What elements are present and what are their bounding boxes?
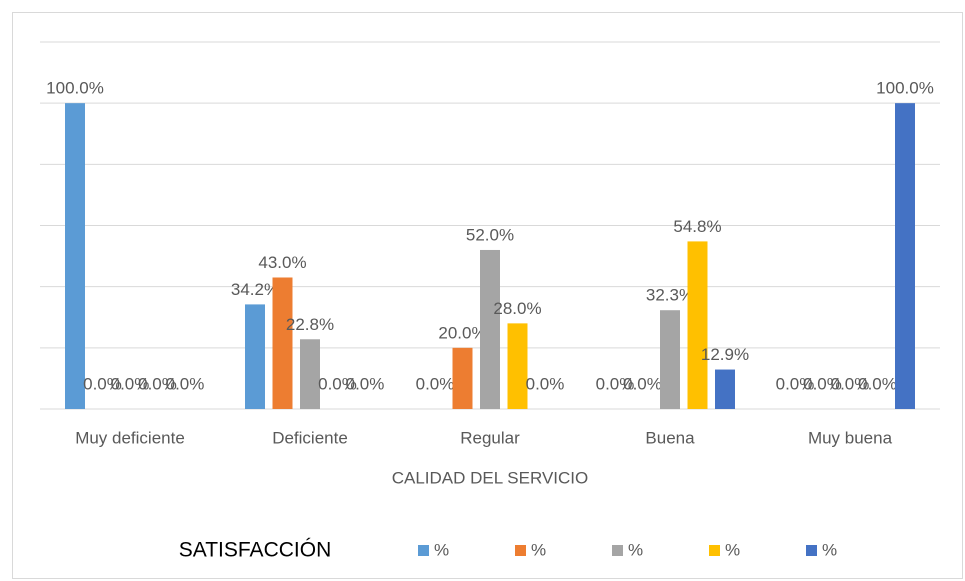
value-label: 0.0% [776,374,815,393]
bar [480,249,500,409]
legend-label: % [822,540,837,559]
value-label: 100.0% [876,79,934,98]
x-tick-label: Deficiente [272,428,348,447]
bar [300,339,320,409]
x-axis-title: CALIDAD DEL SERVICIO [392,468,589,487]
bar [687,241,708,409]
value-label: 0.0% [831,374,870,393]
value-label: 0.0% [318,374,357,393]
legend-label: % [531,540,546,559]
value-label: 0.0% [138,374,177,393]
bar [452,347,473,409]
x-tick-label: Regular [460,428,520,447]
legend-swatch [515,545,526,556]
value-label: 100.0% [46,79,104,98]
value-label: 32.3% [646,286,694,305]
legend-label: % [628,540,643,559]
bar [507,323,528,409]
x-tick-label: Muy buena [808,428,893,447]
legend-label: % [725,540,740,559]
bar [65,103,85,410]
value-label: 0.0% [166,374,205,393]
legend-swatch [612,545,623,556]
value-label: 54.8% [673,217,721,236]
legend-swatch [418,545,429,556]
value-label: 52.0% [466,225,514,244]
value-label: 0.0% [526,374,565,393]
bar [660,310,680,409]
legend-swatch [806,545,817,556]
value-label: 0.0% [346,374,385,393]
legend-swatch [709,545,720,556]
value-label: 43.0% [258,253,306,272]
value-label: 0.0% [858,374,897,393]
value-label: 34.2% [231,280,279,299]
bar [245,304,265,409]
legend-label: % [434,540,449,559]
value-label: 28.0% [493,299,541,318]
bar [715,369,735,409]
value-label: 0.0% [623,374,662,393]
legend-title: SATISFACCIÓN [179,539,331,562]
x-tick-label: Muy deficiente [75,428,185,447]
value-label: 20.0% [438,323,486,342]
value-label: 12.9% [701,345,749,364]
value-label: 0.0% [803,374,842,393]
bar [272,277,293,409]
value-label: 0.0% [596,374,635,393]
value-label: 0.0% [83,374,122,393]
x-tick-label: Buena [645,428,695,447]
bar [895,103,915,410]
value-label: 0.0% [111,374,150,393]
value-label: 0.0% [416,374,455,393]
value-label: 22.8% [286,315,334,334]
